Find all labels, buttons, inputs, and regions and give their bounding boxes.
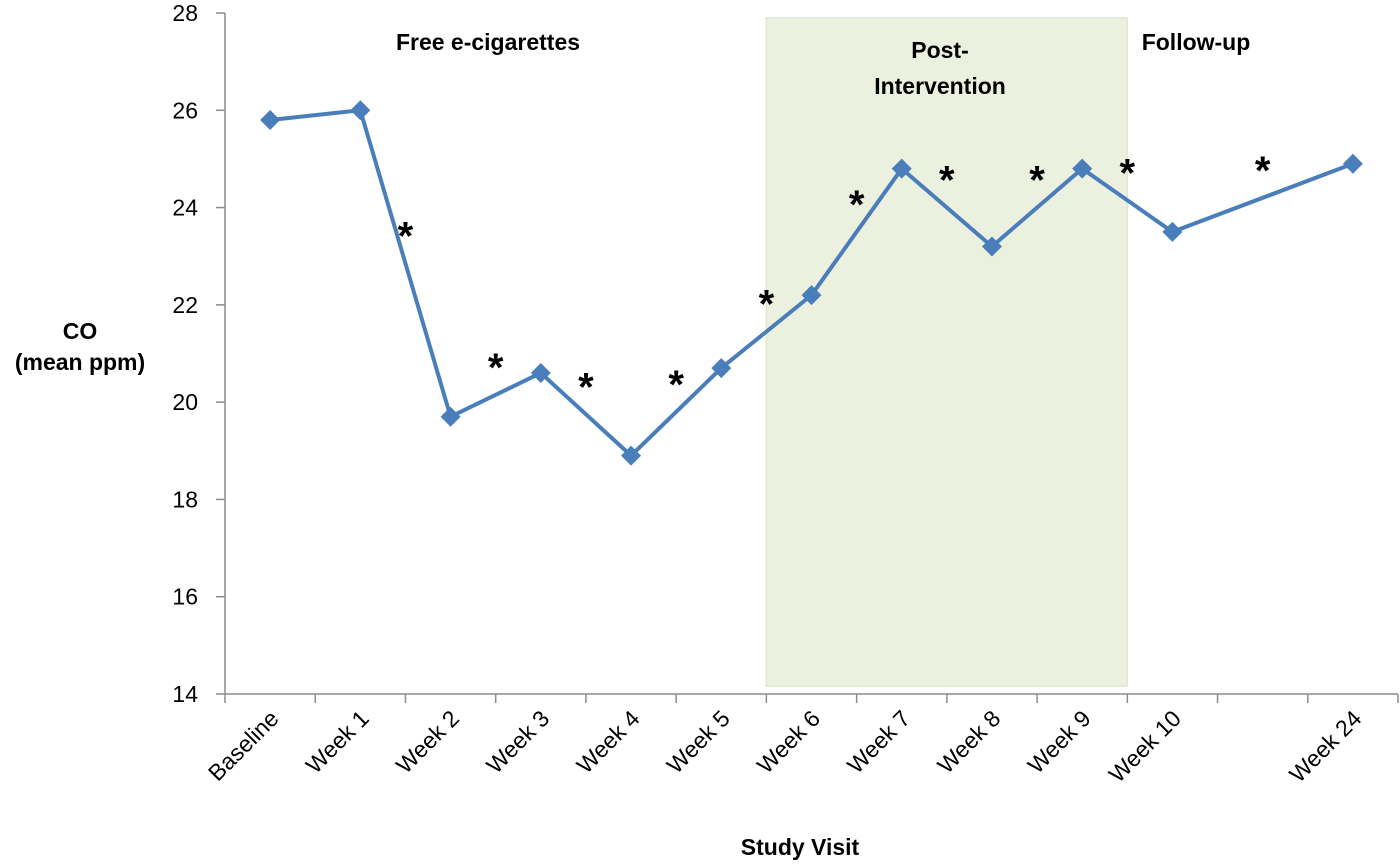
significance-asterisk: * (668, 363, 684, 407)
x-tick-label: Week 7 (842, 705, 915, 778)
data-point (1162, 221, 1183, 242)
y-axis-label-line: CO (62, 318, 98, 344)
region-label-post-intervention: Post- Intervention (790, 32, 1090, 104)
data-point (260, 110, 281, 131)
shaded-region (765, 17, 1129, 687)
x-tick-label: Week 3 (481, 705, 554, 778)
y-tick-label: 26 (172, 97, 198, 123)
significance-asterisk: * (1029, 159, 1045, 203)
x-tick-label: Baseline (203, 705, 284, 786)
x-axis-label: Study Visit (740, 834, 860, 860)
data-point (981, 236, 1002, 257)
x-tick-label: Week 8 (932, 705, 1005, 778)
region-label-line: Follow-up (1141, 29, 1251, 55)
significance-asterisk: * (398, 215, 414, 259)
data-point (621, 445, 642, 466)
data-point (1072, 158, 1093, 179)
significance-asterisk: * (578, 365, 594, 409)
region-label-line: Intervention (874, 73, 1006, 99)
series-line (269, 108, 1354, 458)
y-tick-label: 24 (172, 195, 198, 221)
axes (216, 12, 1399, 703)
significance-asterisk: * (488, 346, 504, 390)
data-point (530, 362, 551, 383)
y-axis-label: CO (mean ppm) (0, 316, 160, 378)
data-point (801, 285, 822, 306)
x-tick-label: Week 2 (391, 705, 464, 778)
y-tick-label: 14 (172, 681, 198, 707)
data-point (711, 358, 732, 379)
x-tick-label: Week 6 (752, 705, 825, 778)
x-tick-label: Week 5 (662, 705, 735, 778)
region-label-line: Free e-cigarettes (395, 29, 581, 55)
y-tick-labels: 14 16 18 20 22 24 26 28 (172, 0, 198, 707)
x-tick-label: Week 1 (301, 705, 374, 778)
data-point (440, 406, 461, 427)
data-point (1342, 153, 1363, 174)
data-point (350, 100, 371, 121)
significance-asterisk: * (849, 183, 865, 227)
x-tick-labels: Baseline Week 1 Week 2 Week 3 Week 4 Week 5 We… (203, 705, 1367, 787)
region-label-free-e-cigarettes: Free e-cigarettes (338, 24, 638, 60)
significance-asterisk: * (759, 283, 775, 327)
significance-markers: * * * * * * * * * * (398, 149, 1271, 409)
significance-asterisk: * (1255, 149, 1271, 193)
y-tick-label: 28 (172, 0, 198, 26)
x-tick-label: Week 10 (1104, 705, 1186, 787)
region-label-follow-up: Follow-up (1096, 24, 1296, 60)
y-tick-label: 22 (172, 292, 198, 318)
shaded-region-layer (765, 17, 1129, 687)
region-label-line: Post- (911, 37, 969, 63)
x-tick-label: Week 24 (1284, 705, 1366, 787)
significance-asterisk: * (939, 159, 955, 203)
y-axis-label-line: (mean ppm) (14, 349, 146, 375)
significance-asterisk: * (1120, 151, 1136, 195)
y-tick-label: 20 (172, 389, 198, 415)
y-tick-label: 18 (172, 486, 198, 512)
x-tick-label: Week 9 (1022, 705, 1095, 778)
y-tick-label: 16 (172, 584, 198, 610)
x-tick-label: Week 4 (571, 705, 644, 778)
data-point (891, 158, 912, 179)
data-series (260, 100, 1363, 466)
